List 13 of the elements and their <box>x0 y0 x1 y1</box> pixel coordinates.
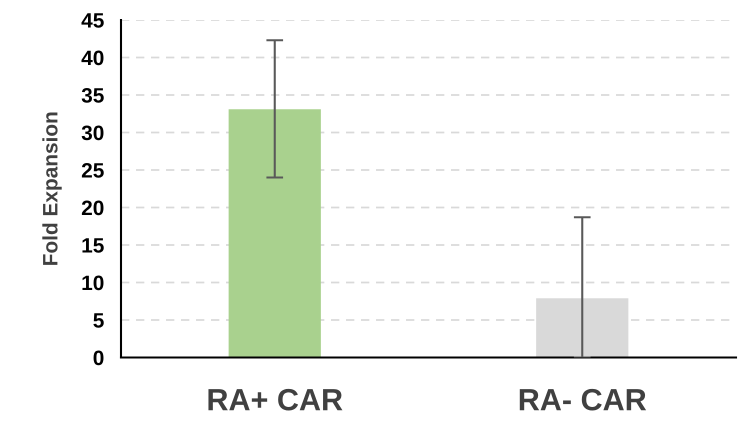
y-tick-label: 10 <box>82 276 104 290</box>
y-axis-title: Fold Expansion <box>42 112 62 265</box>
y-tick-label: 15 <box>82 238 104 253</box>
x-tick-label: RA+ CAR <box>208 388 342 410</box>
x-tick-label: RA- CAR <box>520 388 646 410</box>
y-tick-label: 30 <box>82 126 104 140</box>
y-tick-label: 40 <box>81 50 104 66</box>
y-tick-label: 35 <box>82 88 104 103</box>
y-tick-label: 45 <box>81 13 104 28</box>
y-tick-label: 25 <box>82 163 104 178</box>
y-tick-label: 20 <box>82 200 104 216</box>
y-tick-label: 5 <box>93 313 104 328</box>
y-tick-label: 0 <box>94 350 104 366</box>
